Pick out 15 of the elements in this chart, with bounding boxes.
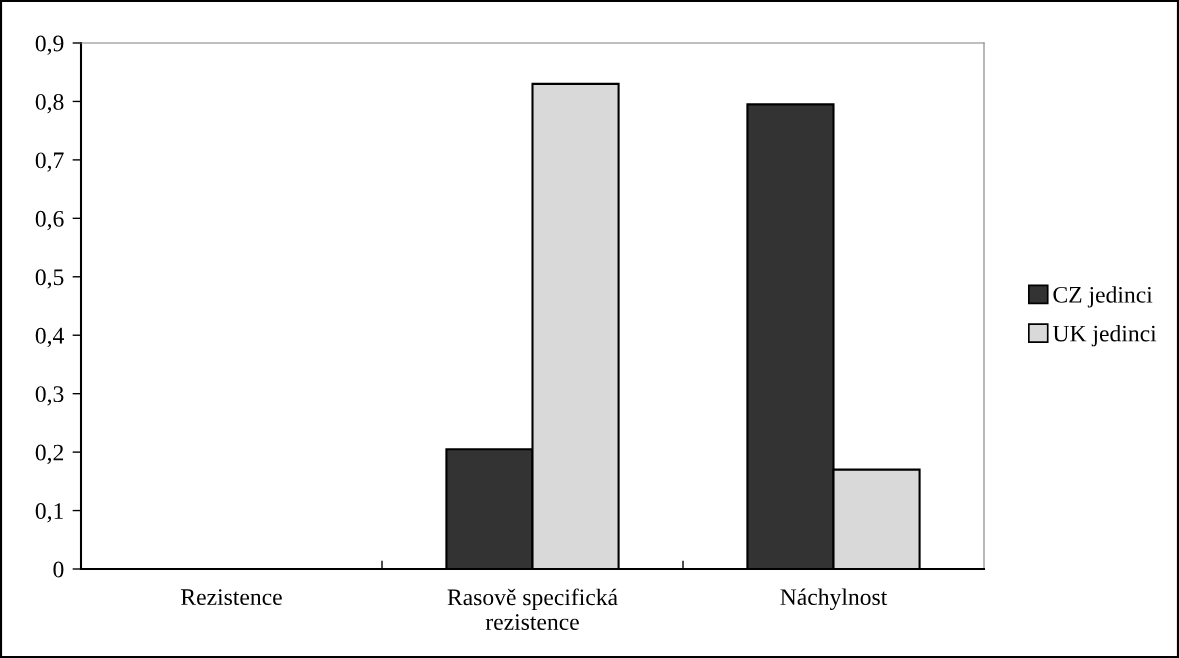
y-tick-label: 0,6 [35, 210, 64, 231]
x-tick-label: Náchylnost [780, 588, 888, 610]
legend-label: UK jedinci [1052, 324, 1157, 347]
x-tick-label: Rezistence [181, 589, 282, 606]
y-tick-label: 0,5 [35, 269, 64, 289]
y-tick-label: 0,1 [35, 503, 63, 523]
y-tick-label: 0,2 [35, 444, 64, 464]
y-tick-label: 0,4 [35, 327, 64, 348]
y-tick-label: 0,7 [35, 152, 64, 172]
y-tick-label: 0 [53, 561, 64, 578]
y-tick-label: 0,9 [35, 35, 64, 55]
y-tick-label: 0,3 [35, 386, 64, 406]
x-tick-label: Rasově specifická rezistence [447, 588, 618, 630]
y-tick-label: 0,8 [35, 93, 64, 114]
legend-label: CZ jedinci [1053, 286, 1153, 308]
